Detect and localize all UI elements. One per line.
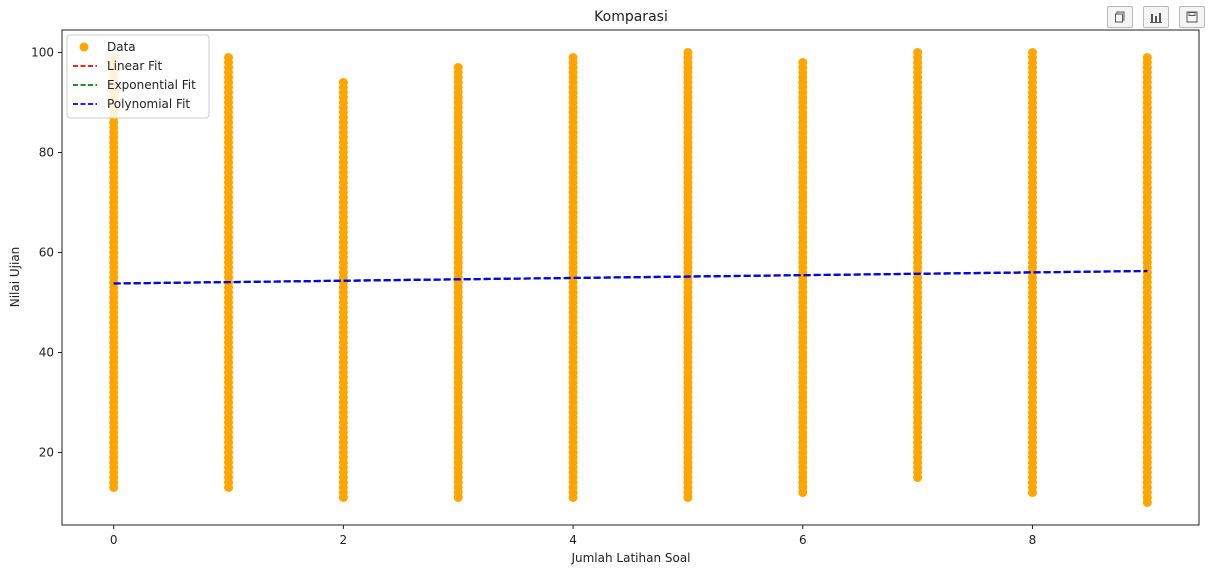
legend bbox=[66, 34, 210, 119]
x-tick-label: 0 bbox=[110, 533, 118, 547]
x-axis-label: Jumlah Latihan Soal bbox=[570, 551, 690, 565]
y-axis-label: Nilai Ujian bbox=[8, 247, 22, 308]
x-tick-label: 4 bbox=[569, 533, 577, 547]
legend-entry-linear-fit: Linear Fit bbox=[107, 59, 162, 73]
x-tick-label: 8 bbox=[1029, 533, 1037, 547]
data-point bbox=[1027, 48, 1037, 57]
copy-icon bbox=[1115, 11, 1125, 23]
chart-view-button[interactable] bbox=[1143, 6, 1169, 28]
data-point bbox=[798, 58, 808, 67]
plot-frame bbox=[61, 29, 1200, 526]
y-tick-label: 60 bbox=[39, 246, 54, 260]
data-point bbox=[683, 48, 693, 57]
legend-entry-data: Data bbox=[107, 40, 136, 54]
legend-entry-exponential-fit: Exponential Fit bbox=[107, 78, 196, 92]
y-tick-label: 80 bbox=[39, 146, 54, 160]
polynomial-fit-line bbox=[113, 269, 1148, 285]
data-point bbox=[913, 48, 923, 57]
bar-chart-icon bbox=[1150, 13, 1162, 23]
y-tick-label: 40 bbox=[39, 346, 54, 360]
chart-title: Komparasi bbox=[594, 9, 668, 25]
data-point bbox=[224, 53, 234, 62]
save-icon bbox=[1186, 11, 1198, 23]
save-button[interactable] bbox=[1179, 6, 1205, 28]
x-tick-label: 2 bbox=[340, 533, 348, 547]
legend-marker-data bbox=[79, 42, 89, 52]
copy-button[interactable] bbox=[1107, 6, 1133, 28]
chart-toolbar bbox=[1107, 6, 1205, 28]
x-tick-label: 6 bbox=[799, 533, 807, 547]
scatter-series bbox=[109, 48, 1152, 507]
legend-entry-polynomial-fit: Polynomial Fit bbox=[107, 97, 190, 111]
data-point bbox=[453, 63, 463, 72]
data-point bbox=[1142, 53, 1152, 62]
y-tick-label: 100 bbox=[31, 46, 54, 60]
y-tick-label: 20 bbox=[39, 446, 54, 460]
data-point bbox=[568, 53, 578, 62]
data-point bbox=[338, 78, 348, 87]
